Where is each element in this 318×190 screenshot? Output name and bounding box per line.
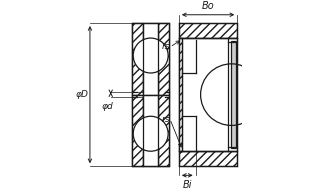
Text: Bi: Bi: [183, 180, 192, 189]
Polygon shape: [132, 23, 169, 166]
Text: rs: rs: [161, 42, 170, 51]
Polygon shape: [143, 95, 158, 166]
Polygon shape: [179, 38, 182, 151]
Polygon shape: [132, 23, 143, 95]
Polygon shape: [179, 23, 237, 38]
Polygon shape: [179, 151, 237, 166]
Polygon shape: [143, 23, 158, 95]
Polygon shape: [158, 95, 169, 166]
Polygon shape: [158, 23, 169, 95]
Polygon shape: [132, 95, 143, 166]
Text: rs: rs: [161, 115, 170, 124]
Circle shape: [133, 38, 168, 73]
Circle shape: [133, 116, 168, 151]
Polygon shape: [232, 41, 236, 148]
Text: Bo: Bo: [202, 1, 214, 11]
Text: φd: φd: [101, 102, 113, 111]
Polygon shape: [182, 40, 196, 73]
Polygon shape: [182, 116, 196, 150]
Text: φD: φD: [76, 90, 89, 99]
Polygon shape: [179, 38, 237, 151]
